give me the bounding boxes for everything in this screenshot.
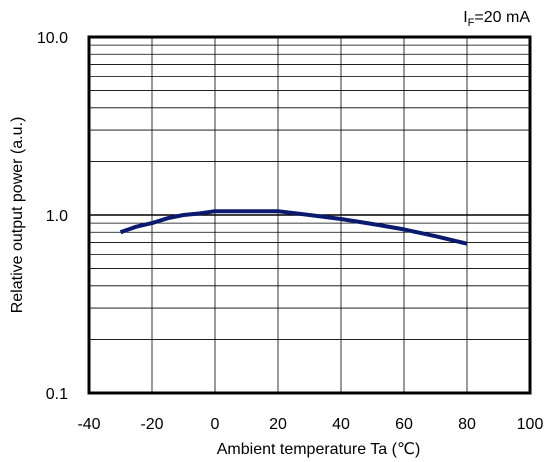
x-tick-labels: -40 -20 0 20 40 60 80 100 xyxy=(77,416,543,433)
y-tick-label: 10.0 xyxy=(37,30,68,47)
x-tick-label: -20 xyxy=(140,416,163,433)
series-line xyxy=(119,209,468,246)
plot-frame xyxy=(87,35,532,395)
condition-label: IF=20 mA xyxy=(463,9,530,29)
x-tick-label: 80 xyxy=(458,416,476,433)
x-tick-label: 60 xyxy=(395,416,413,433)
grid-layer xyxy=(89,37,530,393)
y-tick-labels: 10.0 1.0 0.1 xyxy=(37,30,68,403)
x-axis-title: Ambient temperature Ta (℃) xyxy=(217,441,421,458)
y-tick-label: 1.0 xyxy=(46,208,68,225)
series-layer xyxy=(119,209,468,246)
x-tick-label: 100 xyxy=(517,416,544,433)
x-tick-label: -40 xyxy=(77,416,100,433)
y-axis-title: Relative output power (a.u.) xyxy=(9,117,26,314)
x-tick-label: 20 xyxy=(269,416,287,433)
condition-symbol: I xyxy=(463,9,467,26)
x-tick-label: 0 xyxy=(211,416,220,433)
condition-value: =20 mA xyxy=(474,9,530,26)
y-tick-label: 0.1 xyxy=(46,386,68,403)
condition-subscript: F xyxy=(468,17,475,29)
x-tick-label: 40 xyxy=(332,416,350,433)
